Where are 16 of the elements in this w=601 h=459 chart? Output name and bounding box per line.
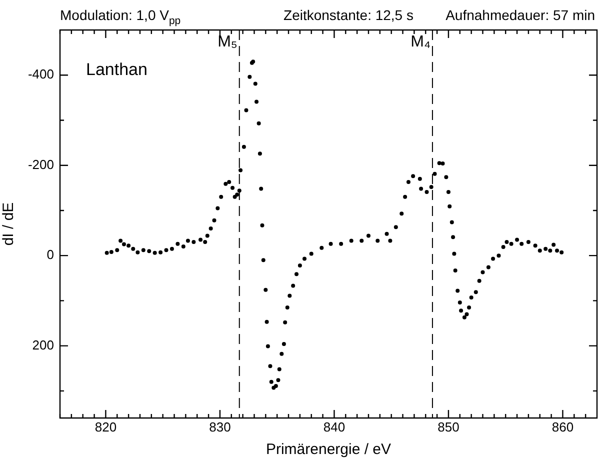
x-tick-label: 830 [209, 419, 231, 434]
ref-line-label: M₅ [218, 33, 238, 50]
x-tick-label: 860 [552, 419, 574, 434]
y-tick-label: -400 [28, 66, 54, 82]
text: Aufnahmedauer: 57 min [446, 7, 596, 23]
ref-line-label: M₄ [410, 33, 430, 50]
y-axis-title: dI / dE [0, 202, 18, 246]
x-tick-label: 850 [438, 419, 460, 434]
y-tick-label: 0 [46, 247, 54, 262]
x-axis-title: Primärenergie / eV [266, 441, 392, 458]
x-tick-label: 820 [94, 419, 117, 434]
y-tick-label: -200 [28, 156, 54, 172]
annotation: Lanthan [86, 60, 148, 79]
x-tick-label: 840 [323, 419, 346, 434]
text: Zeitkonstante: 12,5 s [284, 7, 414, 23]
y-tick-label: 200 [32, 337, 54, 352]
